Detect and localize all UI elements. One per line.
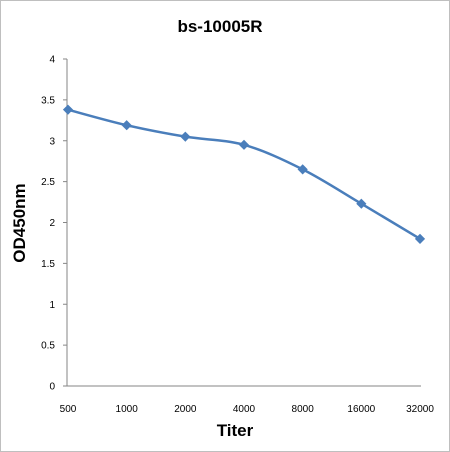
data-point	[62, 104, 74, 115]
y-tick-label: 4	[49, 55, 55, 66]
data-point	[297, 164, 308, 175]
chart-title: bs-10005R	[177, 17, 262, 36]
x-tick-label: 1000	[116, 404, 139, 415]
x-tick-group: 500 1000 2000 4000 8000 16000 32000	[60, 404, 435, 415]
data-point	[121, 120, 132, 131]
y-tick-label: 0	[49, 382, 55, 393]
y-tick-label: 1	[49, 300, 55, 311]
x-tick-label: 4000	[233, 404, 256, 415]
x-tick-label: 32000	[406, 404, 434, 415]
y-tick-label: 0.5	[41, 341, 55, 352]
y-tick-label: 1.5	[41, 259, 55, 270]
x-tick-label: 500	[60, 404, 77, 415]
y-tick-label: 3.5	[41, 95, 55, 106]
x-axis-label: Titer	[217, 421, 254, 440]
series-group	[62, 104, 426, 244]
x-tick-label: 16000	[347, 404, 375, 415]
x-tick-label: 2000	[174, 404, 197, 415]
y-tick-label: 3	[49, 136, 55, 147]
data-point	[356, 198, 367, 209]
data-point	[180, 131, 191, 142]
series-line	[67, 108, 421, 240]
y-tick-label: 2	[49, 218, 55, 229]
y-axis-label: OD450nm	[10, 183, 29, 262]
data-point	[238, 139, 250, 150]
y-tick-label: 2.5	[41, 177, 55, 188]
y-tick-group: 0 0.5 1 1.5 2 2.5 3 3.5 4	[41, 55, 67, 393]
x-tick-label: 8000	[292, 404, 315, 415]
